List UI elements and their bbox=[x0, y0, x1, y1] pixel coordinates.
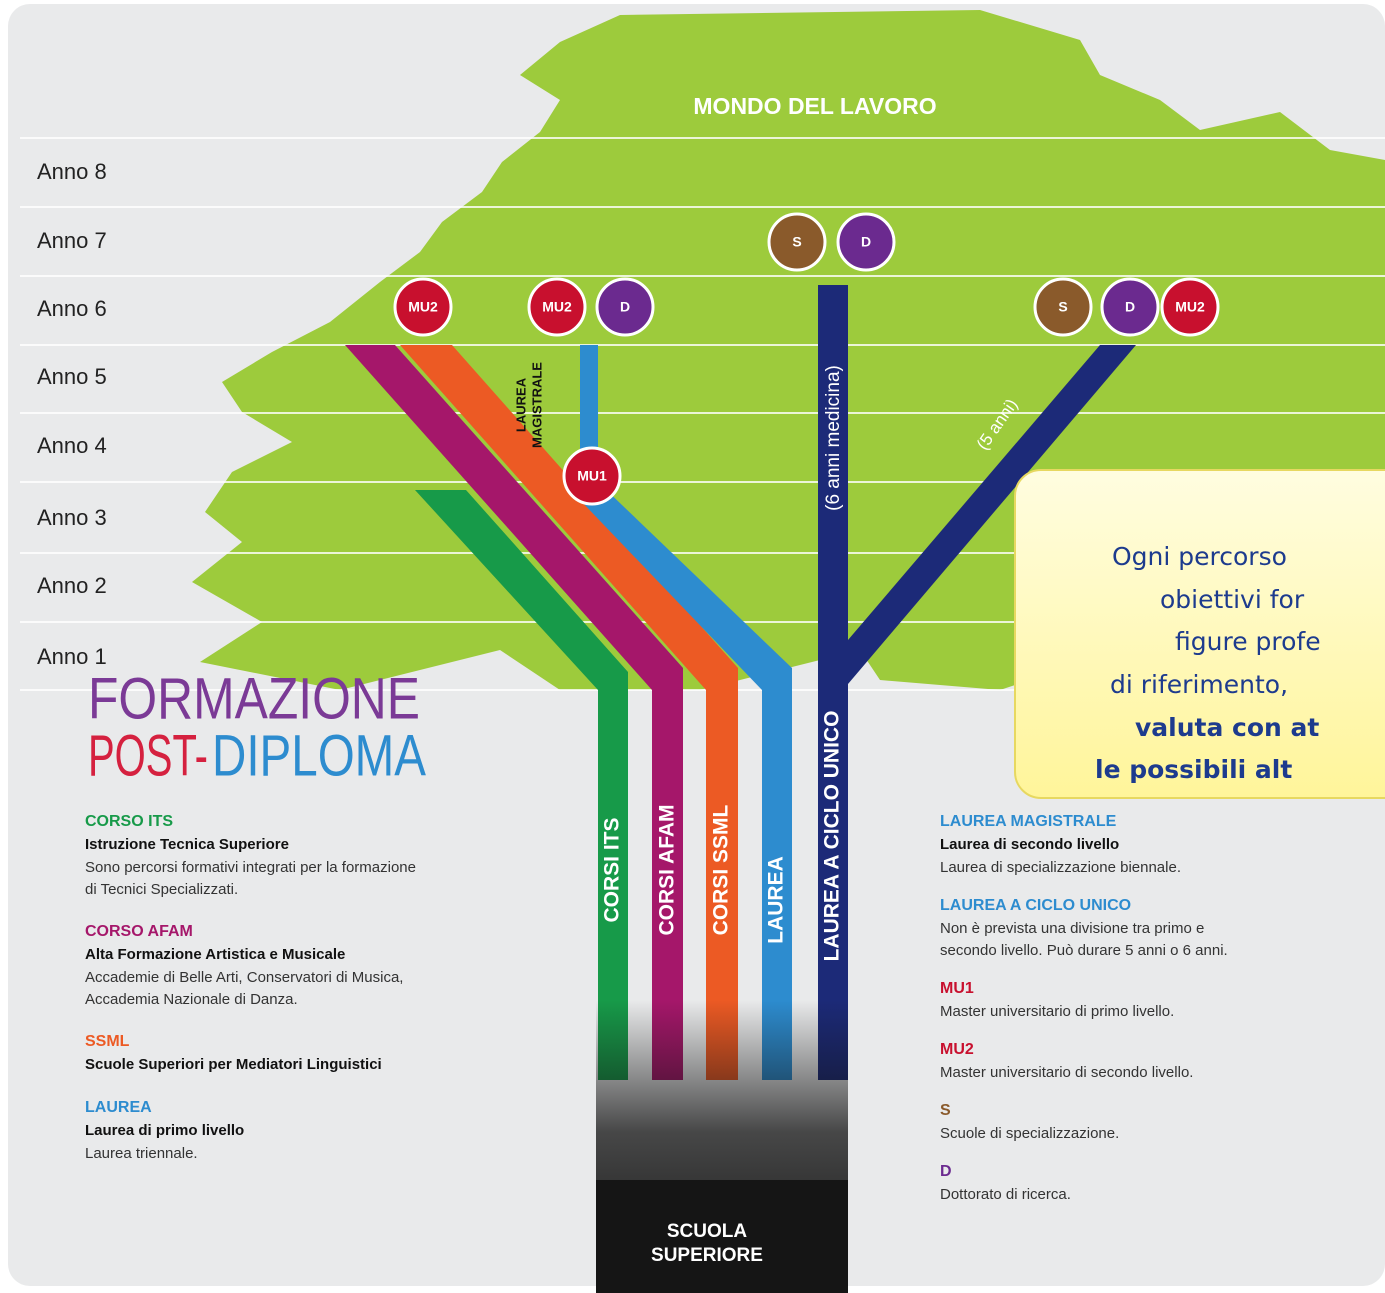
legend-heading: MU1 bbox=[940, 980, 974, 997]
legend-subtitle: Laurea di primo livello bbox=[85, 1122, 244, 1139]
year-label: Anno 5 bbox=[37, 364, 107, 389]
badge-label: MU2 bbox=[408, 299, 438, 315]
legend-heading: D bbox=[940, 1163, 952, 1180]
branch-label: CORSI AFAM bbox=[656, 804, 679, 935]
legend-text: Scuole di specializzazione. bbox=[940, 1125, 1119, 1142]
branch-label: CORSI SSML bbox=[710, 804, 733, 935]
badge-label: D bbox=[620, 299, 630, 315]
legend-text: Laurea triennale. bbox=[85, 1145, 198, 1162]
branch-note: (6 anni medicina) bbox=[823, 365, 844, 511]
year-label: Anno 2 bbox=[37, 573, 107, 598]
legend-text: Laurea di specializzazione biennale. bbox=[940, 859, 1181, 876]
callout-text: valuta con at bbox=[1135, 713, 1319, 742]
callout-text: obiettivi for bbox=[1160, 585, 1305, 614]
legend-heading: LAUREA bbox=[85, 1099, 152, 1116]
legend-heading: CORSO AFAM bbox=[85, 923, 193, 940]
trunk-label: SCUOLA bbox=[667, 1221, 748, 1242]
legend-text: Accademia Nazionale di Danza. bbox=[85, 991, 298, 1008]
badge-label: MU1 bbox=[577, 468, 607, 484]
year-label: Anno 3 bbox=[37, 505, 107, 530]
year-label: Anno 7 bbox=[37, 228, 107, 253]
badge-label: S bbox=[792, 234, 801, 250]
legend-heading: MU2 bbox=[940, 1041, 974, 1058]
legend-subtitle: Scuole Superiori per Mediatori Linguisti… bbox=[85, 1056, 382, 1073]
branch-label: LAUREA A CICLO UNICO bbox=[821, 711, 844, 962]
legend-text: di Tecnici Specializzati. bbox=[85, 881, 238, 898]
callout-text: Ogni percorso bbox=[1112, 542, 1287, 571]
branch-label: LAUREA bbox=[765, 856, 788, 944]
badge-label: MU2 bbox=[1175, 299, 1205, 315]
legend-heading: CORSO ITS bbox=[85, 813, 173, 830]
legend-text: Master universitario di primo livello. bbox=[940, 1003, 1174, 1020]
legend-text: Dottorato di ricerca. bbox=[940, 1186, 1071, 1203]
legend-text: secondo livello. Può durare 5 anni o 6 a… bbox=[940, 942, 1228, 959]
year-label: Anno 8 bbox=[37, 159, 107, 184]
year-label: Anno 6 bbox=[37, 296, 107, 321]
legend-heading: LAUREA MAGISTRALE bbox=[940, 813, 1117, 830]
badge-label: MU2 bbox=[542, 299, 572, 315]
callout-text: figure profe bbox=[1175, 627, 1321, 656]
legend-text: Accademie di Belle Arti, Conservatori di… bbox=[85, 969, 403, 986]
header-title: MONDO DEL LAVORO bbox=[693, 93, 936, 119]
branch-label: CORSI ITS bbox=[601, 817, 624, 922]
branch-note: LAUREA bbox=[513, 377, 528, 432]
badge-label: S bbox=[1058, 299, 1067, 315]
year-label: Anno 4 bbox=[37, 433, 107, 458]
branch-note: MAGISTRALE bbox=[529, 362, 544, 448]
legend-heading: SSML bbox=[85, 1033, 130, 1050]
main-title: POST- bbox=[88, 723, 208, 788]
legend-subtitle: Alta Formazione Artistica e Musicale bbox=[85, 946, 345, 963]
trunk-label: SUPERIORE bbox=[651, 1245, 763, 1266]
legend-text: Sono percorsi formativi integrati per la… bbox=[85, 859, 416, 876]
legend-heading: S bbox=[940, 1102, 951, 1119]
legend-subtitle: Istruzione Tecnica Superiore bbox=[85, 836, 289, 853]
callout-text: le possibili alt bbox=[1095, 755, 1292, 784]
infographic: MONDO DEL LAVORO SCUOLA SUPERIORE CORSI … bbox=[0, 0, 1385, 1293]
main-title: DIPLOMA bbox=[212, 723, 426, 788]
main-title: FORMAZIONE bbox=[88, 666, 420, 731]
badge-label: D bbox=[1125, 299, 1135, 315]
legend-text: Non è prevista una divisione tra primo e bbox=[940, 920, 1204, 937]
badge-label: D bbox=[861, 234, 871, 250]
legend-heading: LAUREA A CICLO UNICO bbox=[940, 897, 1131, 914]
year-label: Anno 1 bbox=[37, 644, 107, 669]
callout-text: di riferimento, bbox=[1110, 670, 1288, 699]
legend-text: Master universitario di secondo livello. bbox=[940, 1064, 1193, 1081]
legend-subtitle: Laurea di secondo livello bbox=[940, 836, 1119, 853]
